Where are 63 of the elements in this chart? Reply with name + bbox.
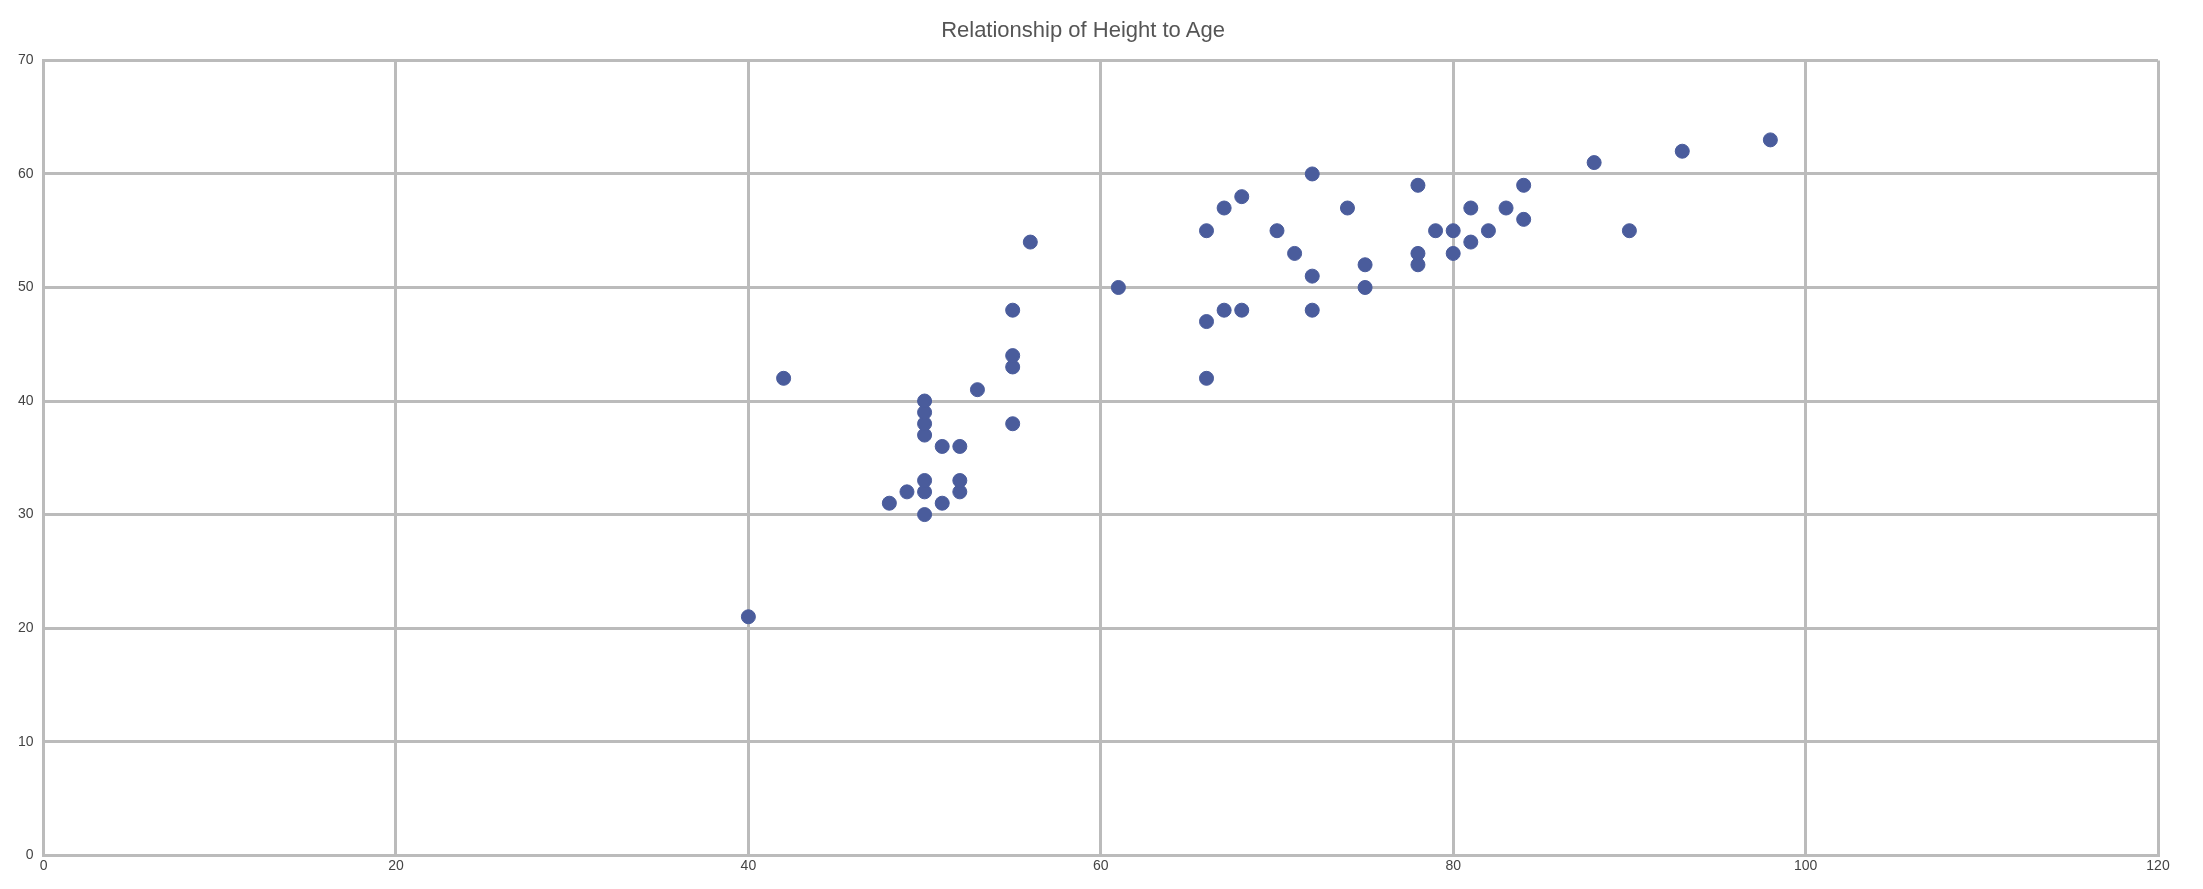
point (1339, 200, 1355, 216)
point (1234, 302, 1250, 318)
point (1498, 200, 1514, 216)
point (1445, 223, 1461, 239)
point (1199, 370, 1215, 386)
point (1674, 143, 1690, 159)
y-tick-label: 0 (25, 846, 34, 863)
point (740, 609, 756, 625)
x-tick-label: 100 (1793, 857, 1818, 874)
point (1216, 302, 1232, 318)
y-tick-label: 70 (17, 51, 34, 68)
point (917, 393, 933, 409)
point (934, 438, 950, 454)
point (1287, 245, 1303, 261)
point (1516, 211, 1532, 227)
point (917, 473, 933, 489)
y-tick-label: 30 (17, 505, 34, 522)
point (917, 507, 933, 523)
point (1516, 177, 1532, 193)
point (1304, 268, 1320, 284)
y-tick-label: 10 (17, 732, 34, 749)
point (1762, 132, 1778, 148)
point (1304, 166, 1320, 182)
y-tick-label: 20 (17, 618, 34, 635)
x-tick-label: 40 (740, 857, 757, 874)
x-tick-label: 0 (39, 857, 48, 874)
y-tick-label: 60 (17, 164, 34, 181)
x-tick-label: 60 (1093, 857, 1109, 874)
point (1357, 257, 1373, 273)
point (1463, 200, 1479, 216)
point (899, 484, 915, 500)
x-tick-label: 20 (388, 857, 404, 874)
point (776, 370, 792, 386)
point (952, 473, 968, 489)
point (1586, 155, 1602, 171)
point (1304, 302, 1320, 318)
point (1480, 223, 1496, 239)
point (1005, 416, 1021, 432)
point (1005, 348, 1021, 364)
x-tick-label: 120 (2146, 857, 2170, 874)
point (1410, 177, 1426, 193)
point (1445, 245, 1461, 261)
point (1234, 189, 1250, 205)
point (1621, 223, 1637, 239)
y-tick-label: 50 (17, 278, 34, 295)
point (1357, 279, 1373, 295)
point (1410, 245, 1426, 261)
point (881, 495, 897, 511)
point (1428, 223, 1444, 239)
x-tick-label: 80 (1445, 857, 1462, 874)
point (969, 382, 985, 398)
point (1216, 200, 1232, 216)
point (1110, 279, 1126, 295)
point (1269, 223, 1285, 239)
point (1463, 234, 1479, 250)
point (934, 495, 950, 511)
chart-title: Relationship of Height to Age (941, 17, 1225, 43)
y-tick-label: 40 (17, 391, 34, 408)
point (1005, 302, 1021, 318)
point (1199, 314, 1215, 330)
point (1022, 234, 1038, 250)
point (952, 438, 968, 454)
point (1199, 223, 1215, 239)
